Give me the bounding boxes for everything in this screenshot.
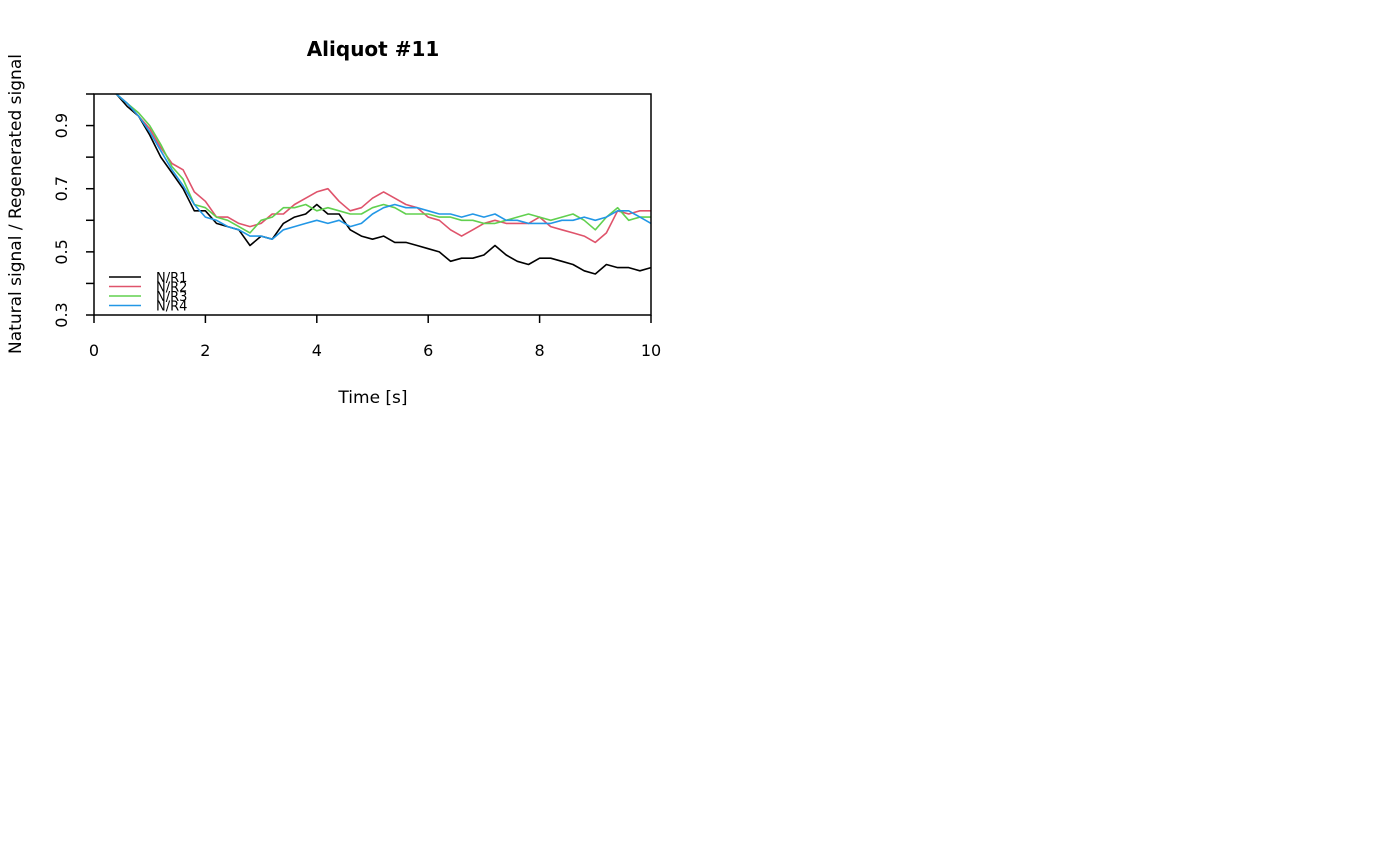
y-tick-label: 0.5 bbox=[52, 239, 71, 264]
legend-label-3: N/R3 bbox=[156, 290, 187, 305]
legend-label-4: N/R4 bbox=[156, 300, 187, 315]
y-tick-label: 0.3 bbox=[52, 302, 71, 327]
x-axis-label: Time [s] bbox=[337, 388, 407, 408]
y-axis-label: Natural signal / Regenerated signal bbox=[6, 54, 26, 354]
x-tick-label: 10 bbox=[641, 341, 661, 360]
legend-label-1: N/R1 bbox=[156, 271, 187, 286]
series-line-3 bbox=[115, 93, 651, 234]
y-tick-label: 0.7 bbox=[52, 176, 71, 201]
legend-label-2: N/R2 bbox=[156, 281, 187, 296]
x-tick-label: 6 bbox=[423, 341, 433, 360]
series-line-2 bbox=[115, 93, 651, 244]
x-tick-label: 4 bbox=[312, 341, 322, 360]
y-tick-label: 0.9 bbox=[52, 113, 71, 138]
x-tick-label: 2 bbox=[200, 341, 210, 360]
series-line-1 bbox=[115, 93, 652, 275]
chart-title: Aliquot #11 bbox=[307, 37, 440, 61]
x-tick-label: 8 bbox=[535, 341, 545, 360]
plot-frame bbox=[93, 93, 652, 316]
series-line-4 bbox=[115, 93, 652, 240]
x-tick-label: 0 bbox=[89, 341, 99, 360]
